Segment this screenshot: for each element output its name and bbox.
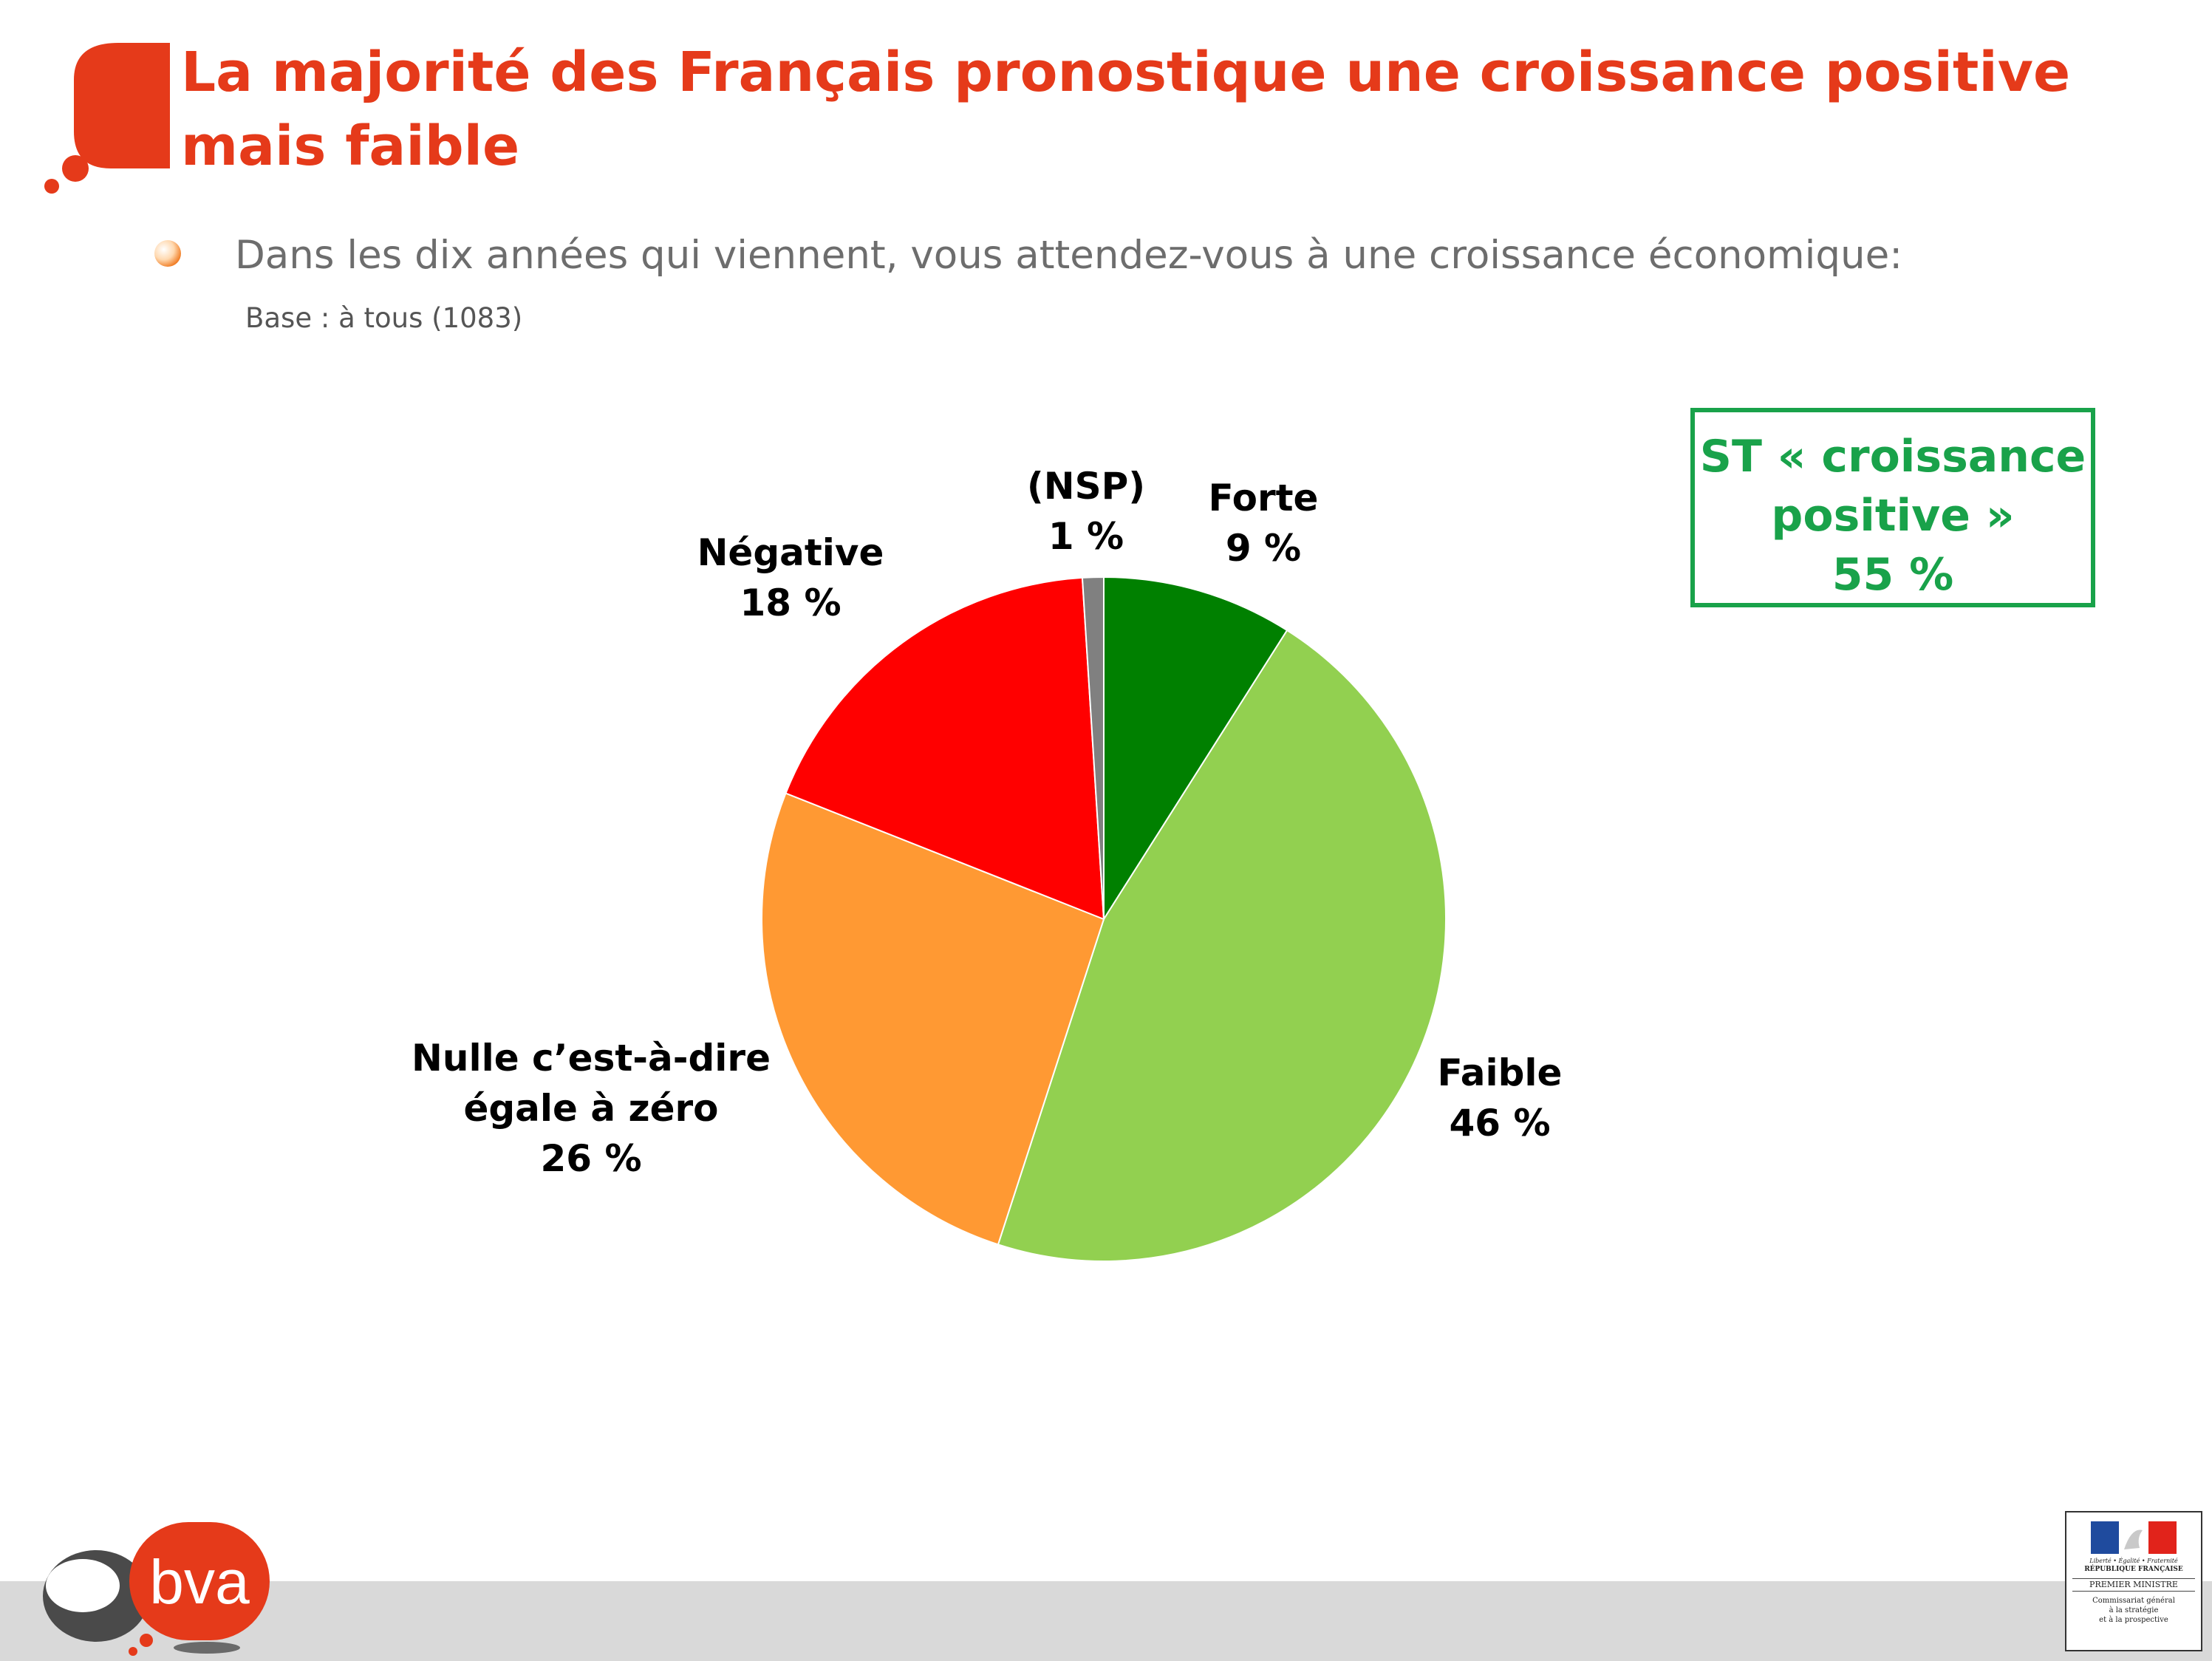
bva-logo: bva: [43, 1522, 270, 1656]
slide-title: La majorité des Français pronostique une…: [181, 41, 2071, 178]
pie-slice-4: [1081, 576, 1105, 920]
svg-text:bva: bva: [149, 1547, 250, 1617]
gov-ministry: PREMIER MINISTRE: [2072, 1578, 2195, 1592]
slice-label-nulle: Nulle c’est-à-dire égale à zéro 26 %: [384, 1033, 798, 1184]
gov-commission-line2: à la stratégie: [2109, 1606, 2159, 1614]
slice-name: Négative: [697, 531, 884, 574]
slice-name: (NSP): [1026, 465, 1146, 508]
slice-value: 26 %: [540, 1137, 642, 1180]
slice-label-negative: Négative 18 %: [680, 528, 901, 628]
pie-slice-1: [997, 629, 1447, 1262]
summary-box: ST « croissance positive » 55 %: [1690, 408, 2095, 607]
slice-label-nsp: (NSP) 1 %: [1012, 461, 1160, 562]
footer-band: [0, 1581, 2212, 1661]
slice-value: 9 %: [1225, 527, 1302, 570]
pie-slice-0: [1103, 576, 1288, 922]
marianne-flag-icon: [2091, 1521, 2177, 1554]
survey-base: Base : à tous (1083): [245, 302, 523, 334]
slice-name-line2: égale à zéro: [463, 1087, 719, 1130]
survey-question: Dans les dix années qui viennent, vous a…: [235, 233, 1903, 278]
slice-value: 46 %: [1449, 1102, 1551, 1145]
pie-slice-2: [760, 792, 1105, 1246]
summary-value: 55 %: [1832, 549, 1954, 601]
gov-commission-line1: Commissariat général: [2092, 1597, 2175, 1605]
slice-value: 1 %: [1048, 515, 1124, 558]
government-logo: Liberté • Égalité • Fraternité RÉPUBLIQU…: [2065, 1511, 2202, 1651]
page-number: 10: [74, 1572, 112, 1603]
slice-label-faible: Faible 46 %: [1419, 1048, 1581, 1148]
slice-name: Forte: [1208, 477, 1319, 519]
bullet-icon: [154, 240, 181, 267]
summary-line1: ST « croissance: [1699, 431, 2086, 482]
slice-value: 18 %: [740, 581, 842, 624]
gov-motto: Liberté • Égalité • Fraternité: [2089, 1558, 2178, 1564]
slice-name: Faible: [1437, 1051, 1563, 1094]
summary-line2: positive »: [1771, 490, 2015, 542]
pie-slice-3: [785, 576, 1105, 921]
title-bubble-logo: [44, 43, 170, 194]
slice-name-line1: Nulle c’est-à-dire: [412, 1037, 771, 1080]
gov-commission-line3: et à la prospective: [2099, 1616, 2168, 1624]
gov-republic: RÉPUBLIQUE FRANÇAISE: [2084, 1566, 2183, 1573]
slice-label-forte: Forte 9 %: [1182, 473, 1345, 573]
